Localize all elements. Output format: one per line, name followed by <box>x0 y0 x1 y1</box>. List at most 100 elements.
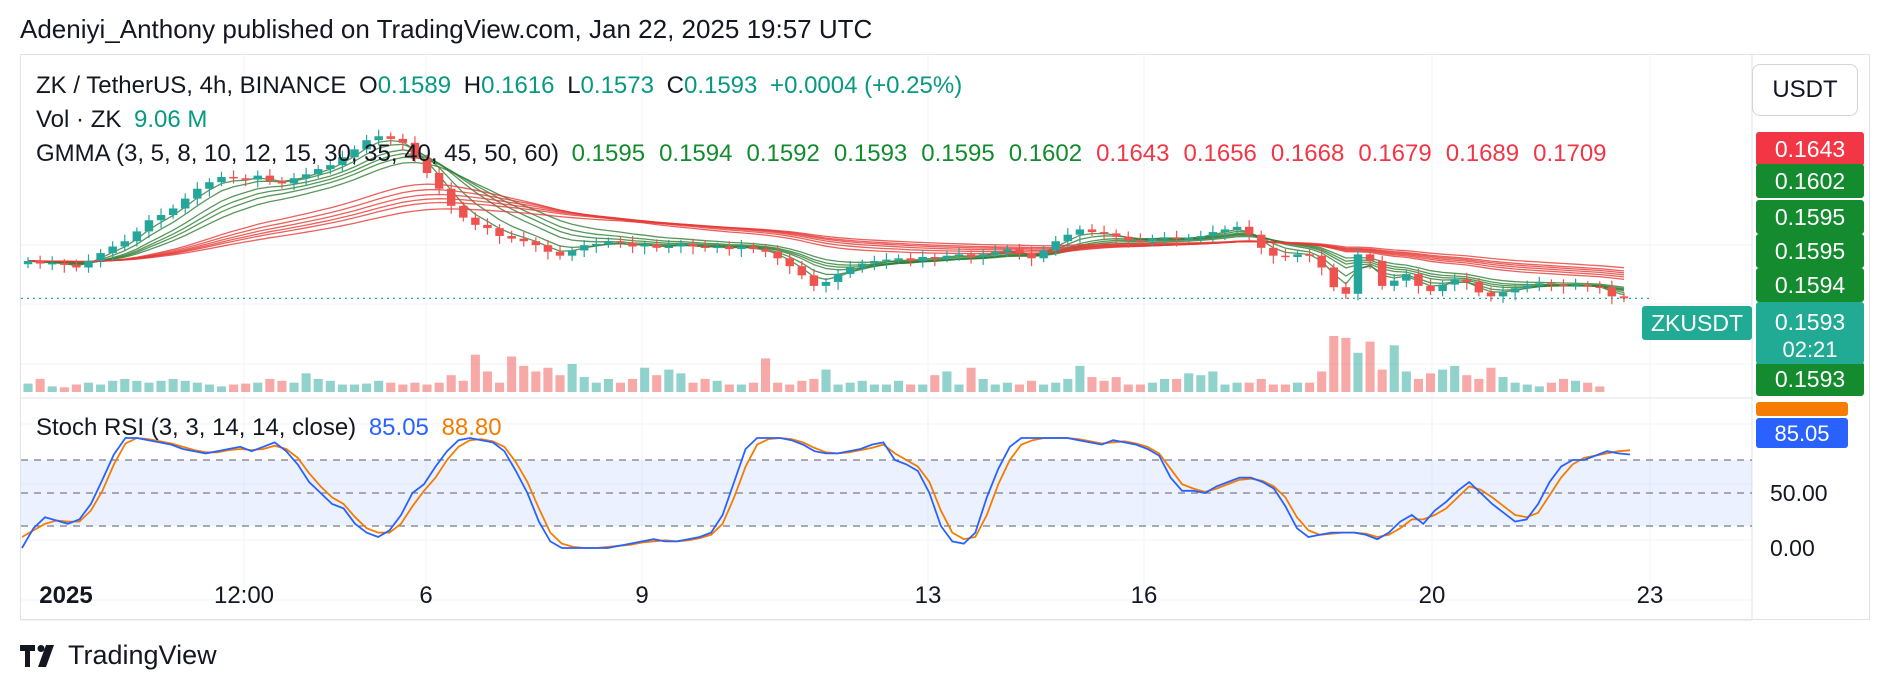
volume-bar-46 <box>579 377 589 392</box>
volume-bar-75 <box>930 375 940 392</box>
candle-body-20 <box>265 175 275 181</box>
candle-body-48 <box>604 241 613 244</box>
legend-volume-label[interactable]: Vol · ZK <box>36 106 122 133</box>
volume-bar-63 <box>785 384 795 392</box>
legend-stoch-label[interactable]: Stoch RSI (3, 3, 14, 14, close) <box>36 414 357 441</box>
stoch-k-tag-text: 85.05 <box>1774 421 1829 446</box>
legend-change: +0.0004 (+0.25%) <box>770 72 963 99</box>
candle-body-28 <box>362 140 371 150</box>
volume-bar-10 <box>144 382 154 392</box>
volume-bar-30 <box>386 382 396 392</box>
candle-60 <box>749 242 758 254</box>
candle-body-96 <box>1184 237 1193 240</box>
candle-0 <box>23 257 33 269</box>
candle-34 <box>434 167 444 196</box>
candle-body-93 <box>1148 238 1157 242</box>
candle-body-2 <box>47 262 57 265</box>
candle-115 <box>1414 268 1423 294</box>
candle-30 <box>386 132 395 146</box>
legend-low: 0.1573 <box>580 72 654 99</box>
candle-body-82 <box>1015 249 1024 254</box>
legend-high: 0.1616 <box>481 72 555 99</box>
volume-bar-105 <box>1292 382 1303 392</box>
candle-body-36 <box>459 205 468 218</box>
candle-body-45 <box>567 250 577 256</box>
stoch-d-tag-sliver <box>1756 402 1848 416</box>
publisher-line: Adeniyi_Anthony published on TradingView… <box>20 14 873 44</box>
candle-19 <box>253 170 262 188</box>
volume-bar-126 <box>1546 382 1556 392</box>
candle-63 <box>785 254 794 275</box>
currency-button[interactable]: USDT <box>1752 64 1858 116</box>
price-tag-2-text: 0.1595 <box>1775 204 1845 230</box>
chart-canvas[interactable]: 0.16430.16020.15950.15950.15940.15930.15… <box>0 0 1888 640</box>
candle-body-100 <box>1232 226 1242 230</box>
candle-29 <box>374 129 383 146</box>
candle-body-98 <box>1208 232 1218 236</box>
candle-body-26 <box>338 157 347 166</box>
time-label-0: 2025 <box>39 582 92 609</box>
symbol-tag-text: ZKUSDT <box>1651 310 1743 336</box>
volume-bar-104 <box>1280 384 1290 392</box>
legend-volume-row: Vol · ZK 9.06 M <box>36 106 213 134</box>
candle-44 <box>555 245 565 260</box>
price-tag-4-text: 0.1594 <box>1775 272 1846 298</box>
volume-bar-119 <box>1462 375 1472 392</box>
time-label-5: 16 <box>1131 582 1158 609</box>
candle-35 <box>446 182 456 214</box>
candle-body-112 <box>1377 260 1387 286</box>
candle-22 <box>289 173 299 191</box>
gmma-value-8: 0.1668 <box>1270 140 1345 167</box>
candle-95 <box>1172 230 1181 247</box>
candle-65 <box>809 268 819 292</box>
gmma-value-4: 0.1595 <box>921 140 995 167</box>
candle-45 <box>567 246 577 261</box>
candle-66 <box>821 278 831 293</box>
volume-bar-98 <box>1208 371 1218 392</box>
volume-bar-12 <box>168 378 178 392</box>
candle-body-83 <box>1027 253 1036 259</box>
volume-bar-59 <box>736 384 746 392</box>
candle-12 <box>168 204 178 219</box>
candle-79 <box>978 249 988 265</box>
volume-bar-31 <box>398 384 408 392</box>
candle-67 <box>833 268 843 290</box>
candle-75 <box>930 253 940 267</box>
gmma-value-9: 0.1679 <box>1358 140 1432 167</box>
price-tag-6-text: 0.1593 <box>1775 366 1845 392</box>
volume-bar-118 <box>1450 365 1460 392</box>
candle-body-71 <box>882 259 891 262</box>
volume-bar-93 <box>1147 382 1157 392</box>
candle-body-33 <box>422 158 432 173</box>
volume-bar-33 <box>422 384 432 392</box>
legend-gmma-label[interactable]: GMMA (3, 5, 8, 10, 12, 15, 30, 35, 40, 4… <box>36 140 559 167</box>
candle-body-72 <box>894 258 903 260</box>
candle-4 <box>72 259 81 272</box>
volume-bar-49 <box>615 382 626 392</box>
volume-bar-32 <box>410 382 420 392</box>
legend-symbol[interactable]: ZK / TetherUS, 4h, BINANCE <box>36 72 347 99</box>
price-tag-1-text: 0.1602 <box>1775 168 1845 194</box>
candle-body-14 <box>193 188 202 199</box>
volume-bar-54 <box>676 373 686 392</box>
candle-body-4 <box>72 264 81 268</box>
candle-31 <box>398 133 408 151</box>
candle-body-111 <box>1365 254 1375 261</box>
candle-21 <box>277 176 287 189</box>
volume-bar-36 <box>458 380 468 392</box>
candle-1 <box>35 255 45 269</box>
candle-100 <box>1232 221 1242 234</box>
candle-body-123 <box>1510 288 1520 293</box>
volume-bar-22 <box>289 382 299 392</box>
candle-body-126 <box>1547 283 1556 285</box>
price-tag-0-bg <box>1756 132 1864 166</box>
candle-body-17 <box>229 176 238 179</box>
countdown-text: 02:21 <box>1782 337 1837 362</box>
volume-bar-79 <box>978 378 988 392</box>
time-label-4: 13 <box>915 582 942 609</box>
candle-50 <box>628 236 637 254</box>
candle-5 <box>84 254 93 273</box>
candle-89 <box>1099 225 1109 239</box>
candle-body-131 <box>1607 287 1617 297</box>
legend-open-label: O <box>359 72 378 99</box>
